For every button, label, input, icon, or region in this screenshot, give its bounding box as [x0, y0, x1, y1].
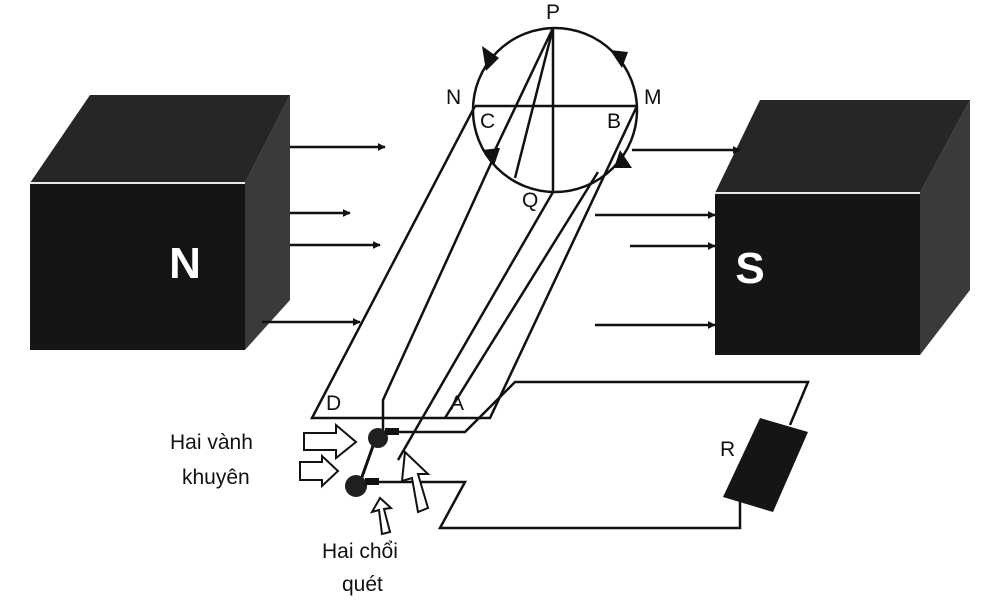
north-magnet: N [30, 95, 290, 350]
rotation-arrows [482, 46, 632, 168]
north-pole-label: N [169, 239, 201, 288]
slip-ring-lower [345, 475, 367, 497]
south-magnet-top [715, 100, 970, 193]
coil-inner-side-right [443, 171, 600, 419]
chord-P-to-B [513, 27, 555, 179]
captions: Hai vành khuyên Hai chổi quét [170, 431, 398, 596]
rings-caption-line1: Hai vành [170, 431, 253, 454]
south-magnet-face [715, 193, 920, 355]
resistor [723, 418, 808, 512]
label-P: P [546, 1, 560, 24]
label-R: R [720, 438, 735, 461]
brushes-caption-line1: Hai chổi [322, 540, 398, 563]
south-magnet-side [920, 100, 970, 355]
brush-pointer-arrow-2 [369, 496, 394, 536]
coil-outer-loop [309, 105, 639, 420]
label-M: M [644, 86, 662, 109]
circuit-wire-bottom [372, 480, 742, 530]
coil [309, 105, 639, 461]
label-Q: Q [522, 189, 538, 212]
rotation-arrow-bottom-right [614, 150, 632, 168]
north-magnet-side [245, 95, 290, 350]
label-N: N [446, 86, 461, 109]
rings-pointer-arrow-1 [303, 422, 358, 461]
rotation-arrow-top-right [610, 50, 628, 68]
brush-contact-upper [385, 428, 399, 435]
label-B: B [607, 110, 621, 133]
label-D: D [326, 392, 341, 415]
rings-pointer-arrow-2 [299, 453, 340, 489]
north-magnet-top [30, 95, 290, 183]
coil-lead [396, 191, 555, 461]
brush-pointer-arrow-1 [400, 449, 431, 514]
label-C: C [480, 110, 495, 133]
chord-P-to-C [493, 27, 555, 151]
rings-caption-line2: khuyên [182, 466, 250, 489]
point-labels: P N M C B Q D A R [326, 1, 735, 461]
brush-contact-lower [365, 478, 379, 485]
coil-inner-side-left [381, 147, 500, 442]
external-circuit [372, 380, 810, 530]
slip-ring-upper [368, 428, 388, 448]
field-lines [262, 143, 741, 329]
pointer-arrows [299, 422, 431, 536]
north-magnet-face [30, 183, 245, 350]
south-pole-label: S [735, 244, 764, 293]
circuit-wire-top [390, 380, 810, 434]
slip-rings [345, 428, 399, 497]
rotation-arrow-top-left [482, 46, 499, 71]
label-A: A [450, 392, 464, 415]
south-magnet: S [715, 100, 970, 355]
brushes-caption-line2: quét [342, 573, 383, 596]
